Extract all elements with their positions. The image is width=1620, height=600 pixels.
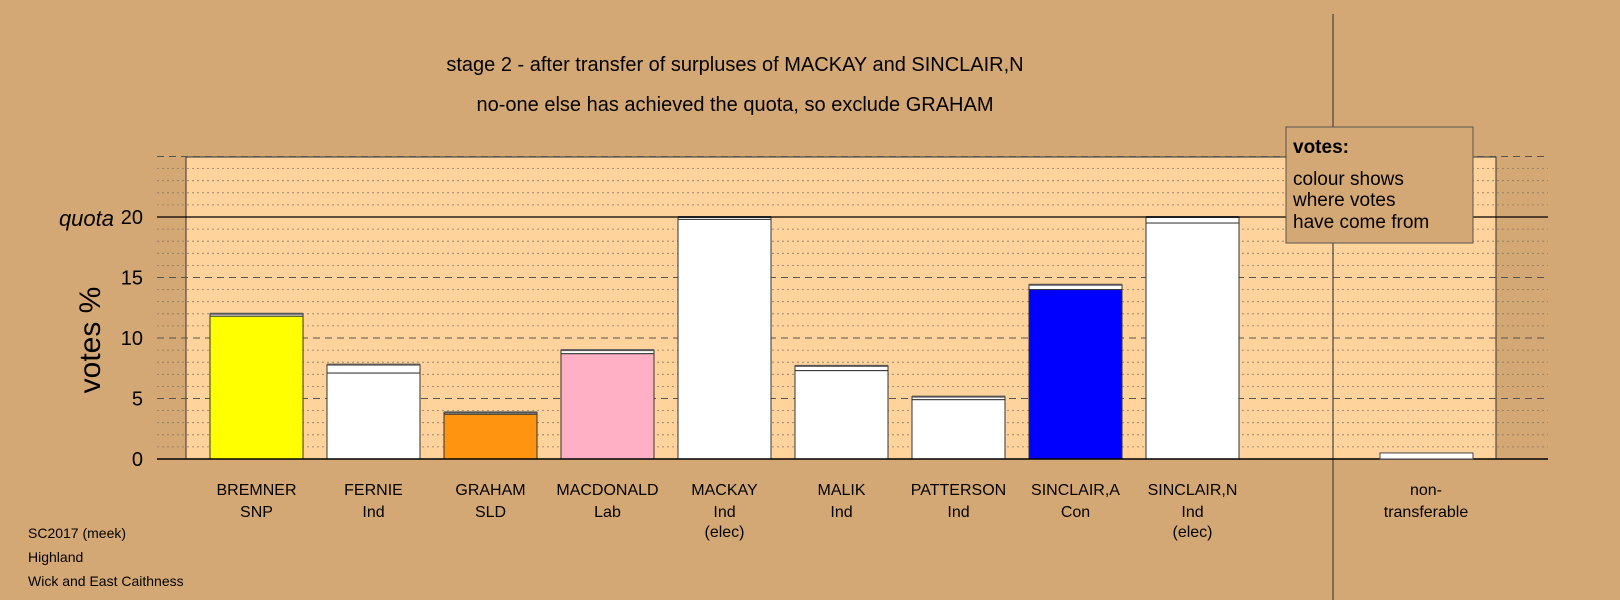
bar-base-segment: [326, 372, 421, 460]
bars: [209, 216, 1240, 460]
bar-base-segment: [1028, 289, 1123, 460]
legend-heading: votes:: [1293, 137, 1349, 158]
y-tick-label: 0: [132, 449, 143, 471]
footer-line-1: SC2017 (meek): [28, 525, 126, 541]
bar-base-segment: [911, 399, 1006, 460]
legend-line-1: colour shows: [1293, 169, 1404, 190]
bar-base-segment: [560, 353, 655, 460]
bar-base-segment: [443, 413, 538, 460]
nontransferable-label-line2: transferable: [1384, 504, 1469, 521]
legend: votes: colour shows where votes have com…: [1285, 126, 1474, 244]
y-tick-label: 20: [121, 207, 143, 229]
category-note: (elec): [704, 524, 744, 541]
quota-label: quota: [59, 206, 114, 231]
legend-line-3: have come from: [1293, 212, 1429, 233]
category-name: MACDONALD: [556, 482, 658, 499]
legend-box: [1285, 126, 1474, 244]
category-name: BREMNER: [216, 482, 296, 499]
category-name: SINCLAIR,A: [1031, 482, 1120, 499]
category-name: SINCLAIR,N: [1148, 482, 1238, 499]
category-party: Ind: [947, 504, 969, 521]
y-tick-label: 10: [121, 328, 143, 350]
category-note: (elec): [1172, 524, 1212, 541]
category-name: GRAHAM: [455, 482, 525, 499]
category-party: SLD: [475, 504, 506, 521]
bar-base-segment: [677, 218, 772, 460]
y-tick-label: 15: [121, 268, 143, 290]
y-axis-label: votes %: [74, 287, 107, 394]
category-name: FERNIE: [344, 482, 403, 499]
category-party: SNP: [240, 504, 273, 521]
category-name: PATTERSON: [911, 482, 1006, 499]
chart-subtitle: no-one else has achieved the quota, so e…: [477, 94, 994, 116]
footer-line-3: Wick and East Caithness: [28, 573, 184, 589]
category-party: Con: [1061, 504, 1090, 521]
bar-base-segment: [794, 370, 889, 460]
category-name: MACKAY: [691, 482, 758, 499]
footer-line-2: Highland: [28, 549, 83, 565]
bar-transfer-segment: [326, 364, 421, 374]
category-name: MALIK: [817, 482, 865, 499]
category-party: Ind: [713, 504, 735, 521]
category-party: Lab: [594, 504, 621, 521]
category-labels: BREMNER SNP FERNIE Ind GRAHAM SLD MACDONALD Lab…: [216, 482, 1237, 541]
bar-base-segment: [1145, 222, 1240, 460]
y-tick-label: 5: [132, 389, 143, 411]
y-ticks: 0 5 10 15 20: [121, 207, 143, 471]
category-party: Ind: [830, 504, 852, 521]
category-party: Ind: [1181, 504, 1203, 521]
legend-line-2: where votes: [1292, 190, 1395, 211]
nontransferable-label-line1: non-: [1410, 482, 1442, 499]
bar-base-segment: [209, 315, 304, 460]
chart-title: stage 2 - after transfer of surpluses of…: [446, 54, 1023, 76]
category-party: Ind: [362, 504, 384, 521]
nontransferable-bar: [1379, 452, 1474, 460]
